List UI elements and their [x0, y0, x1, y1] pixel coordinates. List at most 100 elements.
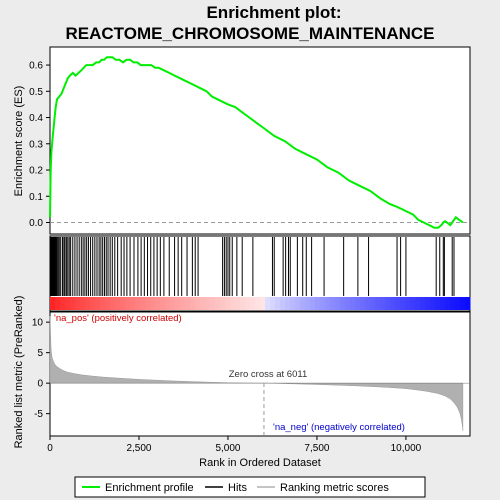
- heat-segment: [60, 297, 66, 310]
- legend-box: [74, 476, 426, 498]
- heat-segment: [115, 297, 121, 310]
- heat-segment: [50, 297, 56, 310]
- heat-segment: [410, 297, 416, 310]
- chart-title-line1: Enrichment plot:: [206, 3, 341, 22]
- heat-segment: [465, 297, 471, 310]
- heat-segment: [250, 297, 256, 310]
- heat-segment: [420, 297, 426, 310]
- heat-segment: [75, 297, 81, 310]
- heat-segment: [120, 297, 126, 310]
- heat-segment: [450, 297, 456, 310]
- heat-segment: [195, 297, 201, 310]
- heat-segment: [235, 297, 241, 310]
- heat-segment: [440, 297, 446, 310]
- heat-segment: [435, 297, 441, 310]
- heat-segment: [305, 297, 311, 310]
- heat-segment: [105, 297, 111, 310]
- heat-segment: [400, 297, 406, 310]
- heat-segment: [225, 297, 231, 310]
- heat-segment: [130, 297, 136, 310]
- legend-hits-label: Hits: [228, 482, 247, 494]
- es-ytick-label: 0.6: [29, 61, 43, 72]
- heat-segment: [285, 297, 291, 310]
- heat-segment: [80, 297, 86, 310]
- heat-segment: [365, 297, 371, 310]
- heat-segment: [150, 297, 156, 310]
- x-axis-label: Rank in Ordered Dataset: [199, 457, 321, 469]
- heat-segment: [330, 297, 336, 310]
- heat-segment: [110, 297, 116, 310]
- heat-segment: [345, 297, 351, 310]
- heat-segment: [145, 297, 151, 310]
- zero-cross-label: Zero cross at 6011: [229, 369, 308, 380]
- legend-metric-label: Ranking metric scores: [280, 482, 389, 494]
- heat-segment: [215, 297, 221, 310]
- x-tick-label: 10,000: [391, 443, 422, 454]
- heat-segment: [320, 297, 326, 310]
- x-tick-label: 2,500: [126, 443, 151, 454]
- heat-segment: [210, 297, 216, 310]
- es-panel: [49, 46, 471, 235]
- metric-ytick-label: -5: [34, 409, 43, 420]
- heat-segment: [160, 297, 166, 310]
- es-ytick-label: 0.1: [29, 192, 43, 203]
- heat-segment: [445, 297, 451, 310]
- heat-segment: [430, 297, 436, 310]
- heat-segment: [220, 297, 226, 310]
- x-tick-label: 7,500: [304, 443, 329, 454]
- heat-segment: [95, 297, 101, 310]
- heat-segment: [180, 297, 186, 310]
- heat-segment: [300, 297, 306, 310]
- legend-profile-label: Enrichment profile: [105, 482, 194, 494]
- heat-segment: [425, 297, 431, 310]
- heat-segment: [185, 297, 191, 310]
- heat-segment: [240, 297, 246, 310]
- hits-markers: [50, 237, 455, 296]
- heat-segment: [270, 297, 276, 310]
- heat-segment: [245, 297, 251, 310]
- na-neg-label: 'na_neg' (negatively correlated): [273, 422, 405, 433]
- metric-ytick-label: 0: [37, 379, 43, 390]
- heat-segment: [165, 297, 171, 310]
- heat-segment: [360, 297, 366, 310]
- x-tick-label: 5,000: [215, 443, 240, 454]
- metric-ytick-label: 5: [37, 348, 43, 359]
- heat-segment: [65, 297, 71, 310]
- heat-segment: [155, 297, 161, 310]
- heat-segment: [85, 297, 91, 310]
- heat-segment: [310, 297, 316, 310]
- metric-panel: [49, 311, 471, 437]
- heat-segment: [395, 297, 401, 310]
- es-ylabel: Enrichment score (ES): [13, 86, 25, 197]
- heat-segment: [370, 297, 376, 310]
- heat-segment: [390, 297, 396, 310]
- heat-segment: [265, 297, 271, 310]
- es-ytick-label: 0.4: [29, 113, 43, 124]
- na-pos-label: 'na_pos' (positively correlated): [54, 313, 182, 324]
- heat-segment: [90, 297, 96, 310]
- heat-segment: [70, 297, 76, 310]
- x-tick-label: 0: [47, 443, 53, 454]
- heat-segment: [290, 297, 296, 310]
- rank-color-bar: [50, 297, 471, 310]
- enrichment-profile-line: [49, 56, 464, 229]
- metric-ylabel: Ranked list metric (PreRanked): [13, 296, 25, 449]
- heat-segment: [455, 297, 461, 310]
- heat-segment: [280, 297, 286, 310]
- heat-segment: [315, 297, 321, 310]
- heat-segment: [230, 297, 236, 310]
- heat-segment: [205, 297, 211, 310]
- heat-segment: [170, 297, 176, 310]
- heat-segment: [125, 297, 131, 310]
- heat-segment: [295, 297, 301, 310]
- heat-segment: [350, 297, 356, 310]
- heat-segment: [340, 297, 346, 310]
- heat-segment: [355, 297, 361, 310]
- es-ytick-label: 0.2: [29, 166, 43, 177]
- es-ytick-label: 0.0: [29, 218, 43, 229]
- heat-segment: [190, 297, 196, 310]
- chart-title-line2: REACTOME_CHROMOSOME_MAINTENANCE: [66, 24, 435, 43]
- heat-segment: [275, 297, 281, 310]
- metric-ytick-label: 10: [32, 318, 44, 329]
